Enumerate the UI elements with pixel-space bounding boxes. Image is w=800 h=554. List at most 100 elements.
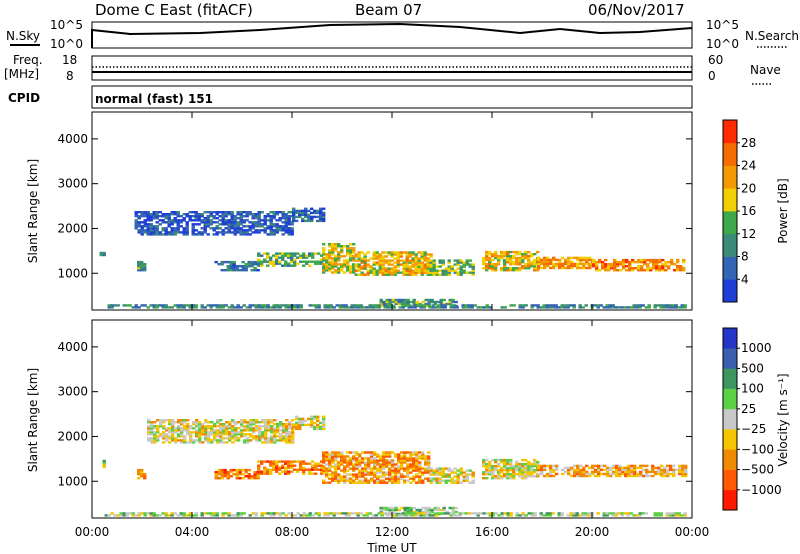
power-cell	[260, 264, 264, 267]
velocity-cell	[269, 514, 273, 517]
velocity-cell	[322, 467, 326, 470]
power-cell	[227, 219, 231, 222]
power-cell	[506, 252, 510, 256]
power-cell	[485, 256, 489, 260]
velocity-cell	[162, 437, 166, 440]
velocity-cell	[156, 427, 160, 430]
velocity-cell	[491, 473, 495, 476]
power-cell	[354, 263, 358, 266]
velocity-cell	[222, 437, 226, 440]
velocity-cell	[322, 415, 326, 418]
power-cell	[363, 263, 367, 266]
velocity-cell	[240, 421, 244, 424]
power-cell	[292, 209, 296, 213]
power-cell	[170, 227, 174, 230]
power-cell	[476, 306, 480, 309]
velocity-cell	[290, 470, 294, 473]
power-cell	[176, 211, 180, 214]
power-cell	[260, 306, 264, 309]
power-cell	[239, 223, 243, 226]
power-cell	[420, 261, 424, 264]
power-cell	[548, 304, 552, 307]
velocity-cell	[326, 512, 330, 515]
power-cell	[143, 221, 147, 224]
power-cell	[540, 266, 544, 270]
velocity-cell	[337, 455, 341, 458]
power-cell	[311, 256, 315, 259]
power-cell	[287, 306, 291, 309]
velocity-cell	[249, 439, 253, 442]
power-cell	[462, 261, 466, 264]
power-cell	[628, 269, 632, 272]
velocity-cell	[240, 419, 244, 422]
velocity-cell	[311, 468, 315, 471]
power-cell	[579, 262, 583, 266]
velocity-cell	[633, 464, 637, 468]
velocity-cell	[668, 514, 672, 517]
velocity-cell	[156, 425, 160, 428]
power-cell	[482, 258, 486, 262]
power-cell	[346, 251, 350, 254]
power-cell	[588, 262, 592, 266]
velocity-cell	[429, 481, 433, 484]
velocity-cell	[225, 427, 229, 430]
power-cell	[284, 262, 288, 265]
power-cell	[185, 233, 189, 236]
velocity-cell	[397, 508, 401, 512]
power-colorbar-tick-label: 28	[741, 136, 756, 150]
velocity-cell	[605, 514, 609, 517]
power-cell	[452, 306, 456, 309]
velocity-cell	[444, 467, 448, 470]
power-cell	[494, 252, 498, 256]
power-cell	[317, 262, 321, 265]
velocity-cell	[131, 512, 135, 515]
power-cell	[628, 267, 632, 270]
power-cell	[543, 258, 547, 262]
velocity-cell	[497, 471, 501, 474]
velocity-cell	[316, 419, 320, 423]
power-cell	[230, 306, 234, 309]
power-cell	[197, 231, 201, 234]
velocity-cell	[388, 471, 392, 474]
power-cell	[334, 245, 338, 248]
velocity-cell	[367, 451, 371, 454]
power-cell	[134, 225, 138, 228]
velocity-cell	[453, 475, 457, 478]
velocity-cell	[403, 475, 407, 478]
power-cell	[254, 223, 258, 226]
velocity-cell	[246, 429, 250, 432]
velocity-cell	[222, 433, 226, 436]
velocity-cell	[285, 419, 289, 422]
velocity-cell	[633, 466, 637, 470]
power-cell	[257, 211, 261, 214]
power-cell	[665, 304, 669, 307]
power-cell	[140, 213, 144, 216]
velocity-cell	[189, 439, 193, 442]
power-cell	[316, 219, 320, 223]
power-cell	[218, 231, 222, 234]
power-cell	[536, 304, 540, 307]
power-cell	[319, 217, 323, 221]
power-cell	[353, 306, 357, 309]
power-cell	[251, 225, 255, 228]
velocity-cell	[356, 512, 360, 515]
power-cell	[343, 255, 347, 258]
velocity-cell	[400, 463, 404, 466]
power-cell	[429, 265, 433, 268]
power-cell	[381, 261, 385, 264]
velocity-cell	[403, 481, 407, 484]
power-cell	[616, 263, 620, 266]
power-cell	[331, 265, 335, 268]
velocity-cell	[388, 510, 392, 514]
power-cell	[366, 259, 370, 262]
power-cell	[391, 300, 395, 304]
velocity-cell	[266, 460, 270, 463]
power-cell	[275, 262, 279, 265]
power-cell	[340, 251, 344, 254]
velocity-cell	[168, 435, 172, 438]
velocity-cell	[281, 466, 285, 469]
velocity-cell	[156, 431, 160, 434]
power-cell	[218, 215, 222, 218]
velocity-cell	[406, 451, 410, 454]
